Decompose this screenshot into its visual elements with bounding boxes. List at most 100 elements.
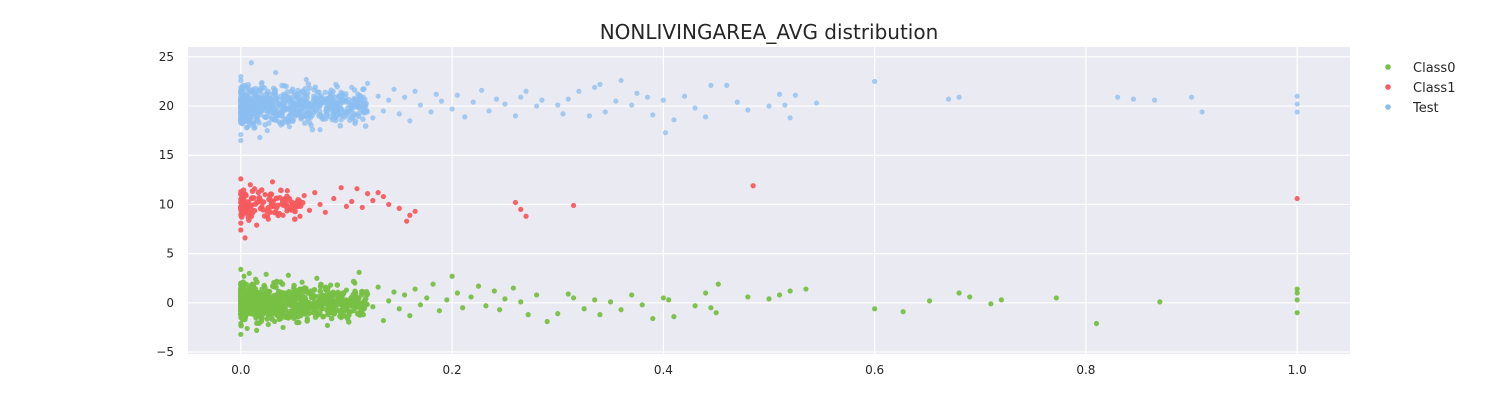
data-point	[462, 114, 468, 120]
data-point	[362, 301, 369, 308]
data-point	[251, 186, 258, 192]
data-point	[250, 302, 257, 308]
data-point	[715, 281, 721, 287]
data-point	[348, 101, 354, 107]
data-point	[364, 191, 371, 197]
data-point	[433, 91, 439, 97]
data-point	[335, 296, 341, 302]
data-point	[238, 320, 244, 327]
data-point	[245, 295, 251, 301]
data-point	[242, 303, 249, 310]
data-point	[301, 299, 307, 305]
y-tick-label: 20	[159, 99, 174, 113]
data-point	[660, 295, 666, 301]
data-point	[391, 86, 397, 92]
data-point	[261, 295, 267, 301]
data-point	[396, 306, 402, 312]
data-point	[468, 294, 474, 300]
data-point	[692, 303, 698, 309]
data-point	[238, 73, 244, 80]
data-point	[277, 194, 283, 201]
data-point	[1115, 94, 1121, 100]
data-point	[479, 87, 485, 93]
data-point	[262, 91, 269, 98]
data-point	[311, 307, 317, 313]
data-point	[644, 94, 651, 100]
data-point	[417, 102, 423, 108]
data-point	[424, 295, 430, 301]
data-point	[352, 290, 359, 297]
data-point	[242, 82, 248, 88]
data-point	[307, 110, 314, 116]
data-point	[317, 310, 323, 316]
data-point	[322, 209, 328, 215]
data-point	[325, 311, 331, 318]
data-point	[256, 291, 262, 297]
data-point	[288, 205, 295, 211]
data-point	[251, 307, 258, 313]
data-point	[351, 95, 358, 102]
data-point	[333, 81, 339, 87]
data-point	[745, 294, 751, 300]
data-point	[276, 119, 282, 125]
data-point	[240, 109, 246, 115]
data-point	[261, 103, 267, 109]
y-tick-label: 5	[166, 247, 174, 261]
data-point	[287, 313, 294, 319]
data-point	[343, 98, 350, 104]
data-point	[276, 308, 282, 314]
data-point	[586, 113, 593, 119]
data-point	[349, 114, 355, 121]
data-point	[272, 318, 278, 325]
data-point	[576, 88, 582, 94]
data-point	[288, 113, 295, 120]
data-point	[291, 102, 297, 108]
data-point	[386, 201, 392, 208]
data-point	[1294, 297, 1300, 303]
data-point	[308, 122, 314, 129]
data-point	[303, 309, 309, 315]
data-point	[692, 105, 698, 111]
data-point	[267, 91, 273, 97]
data-point	[560, 111, 566, 117]
y-tick-labels: −5 0 5 10 15 20 25	[156, 50, 174, 359]
data-point	[430, 281, 436, 287]
data-point	[302, 120, 308, 126]
data-point	[238, 189, 244, 195]
data-point	[1294, 310, 1300, 316]
legend-marker	[1385, 104, 1391, 110]
x-tick-labels: 0.0 0.2 0.4 0.6 0.8 1.0	[231, 363, 1306, 377]
data-point	[238, 131, 244, 138]
data-point	[328, 282, 334, 288]
data-point	[279, 82, 285, 89]
data-point	[292, 216, 298, 222]
data-point	[483, 303, 489, 309]
x-tick-label: 0.6	[865, 363, 884, 377]
y-tick-label: 15	[159, 148, 174, 162]
data-point	[1294, 93, 1300, 99]
data-point	[280, 324, 286, 331]
data-point	[304, 99, 311, 106]
data-point	[296, 319, 302, 326]
data-point	[238, 331, 244, 337]
data-point	[274, 278, 280, 284]
data-point	[261, 306, 267, 312]
data-point	[241, 273, 247, 279]
data-point	[926, 298, 933, 304]
data-point	[745, 107, 751, 113]
data-point	[338, 117, 344, 123]
chart-title: NONLIVINGAREA_AVG distribution	[600, 20, 939, 44]
data-point	[497, 307, 503, 313]
data-point	[305, 81, 312, 87]
x-tick-label: 1.0	[1288, 363, 1307, 377]
data-point	[238, 292, 244, 298]
data-point	[238, 284, 244, 290]
data-point	[386, 298, 392, 304]
data-point	[666, 297, 672, 303]
data-point	[681, 93, 688, 99]
data-point	[258, 318, 265, 324]
data-point	[956, 290, 962, 296]
data-point	[428, 109, 434, 115]
data-point	[708, 82, 714, 88]
data-point	[255, 189, 262, 196]
